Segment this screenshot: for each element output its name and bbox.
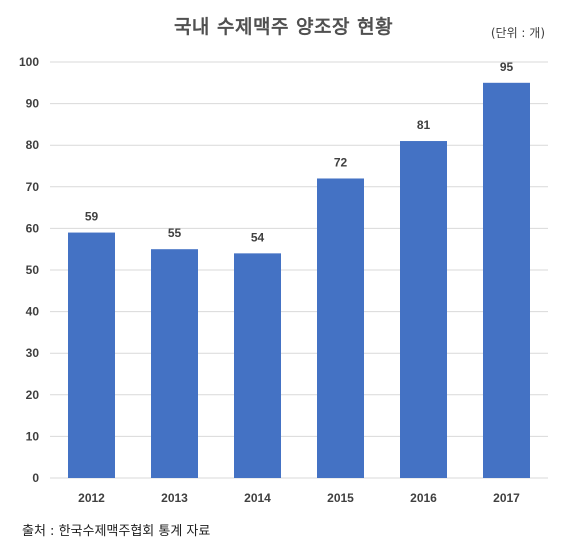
data-label-2016: 81 (417, 118, 431, 132)
y-tick-label: 30 (26, 346, 40, 360)
y-tick-label: 90 (26, 97, 40, 111)
data-label-2017: 95 (500, 60, 514, 74)
bar-2013 (151, 249, 198, 478)
x-tick-label-2013: 2013 (161, 491, 188, 505)
y-tick-label: 60 (26, 221, 40, 235)
bar-2016 (400, 141, 447, 479)
gridlines (50, 61, 548, 479)
y-tick-label: 80 (26, 138, 40, 152)
y-axis-ticks: 0 10 20 30 40 50 60 70 80 90 100 (19, 55, 39, 485)
y-tick-label: 50 (26, 263, 40, 277)
bars (68, 82, 530, 479)
data-label-2013: 55 (168, 226, 182, 240)
data-label-2014: 54 (251, 230, 265, 244)
chart-title: 국내 수제맥주 양조장 현황 (173, 16, 394, 38)
bar-2012 (68, 232, 115, 478)
x-tick-label-2017: 2017 (493, 491, 520, 505)
x-tick-label-2015: 2015 (327, 491, 354, 505)
y-tick-label: 20 (26, 388, 40, 402)
y-tick-label: 0 (32, 471, 39, 485)
bar-2017 (483, 82, 530, 479)
y-tick-label: 40 (26, 305, 40, 319)
bar-2014 (234, 253, 281, 478)
y-tick-label: 10 (26, 429, 40, 443)
x-tick-label-2016: 2016 (410, 491, 437, 505)
x-axis-ticks: 2012 2013 2014 2015 2016 2017 (78, 491, 520, 505)
y-tick-label: 70 (26, 180, 40, 194)
unit-note: (단위 : 개) (490, 26, 545, 40)
y-tick-label: 100 (19, 55, 39, 69)
x-tick-label-2012: 2012 (78, 491, 105, 505)
data-label-2015: 72 (334, 155, 348, 169)
source-note: 출처 : 한국수제맥주협회 통계 자료 (22, 524, 211, 539)
data-labels: 59 55 54 72 81 95 (85, 60, 514, 245)
bar-2015 (317, 178, 364, 479)
x-tick-label-2014: 2014 (244, 491, 271, 505)
data-label-2012: 59 (85, 210, 99, 224)
